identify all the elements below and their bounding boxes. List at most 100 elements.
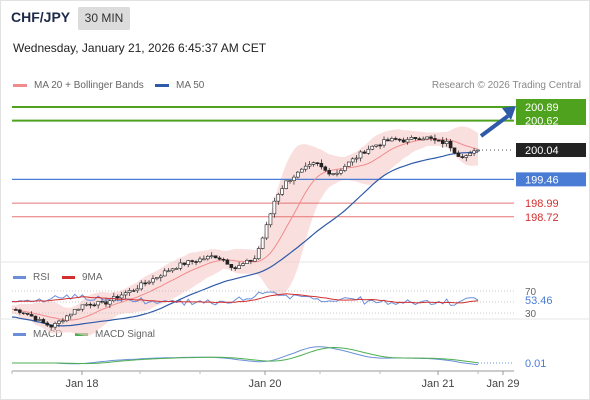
legend-rsi-ma-swatch (62, 276, 75, 279)
candle-body (65, 315, 69, 322)
candle-body (252, 258, 257, 262)
rsi-tick-label: 30 (525, 309, 537, 320)
candle-body (437, 139, 441, 142)
pivot-price-tag (516, 172, 586, 187)
candle-body (33, 315, 38, 321)
target-price-label: 200.62 (525, 116, 559, 128)
candle-body (21, 312, 26, 315)
candle-body (108, 300, 112, 305)
candle-body (343, 166, 347, 171)
candle-body (123, 292, 128, 296)
candle-body (405, 139, 410, 143)
credit-text: Research © 2026 Trading Central (431, 80, 581, 91)
rsi-value-label: 53.46 (525, 295, 553, 307)
candle-body (299, 168, 304, 173)
macd-signal-line (12, 346, 479, 365)
candle-body (296, 171, 300, 178)
candle-body (425, 136, 429, 140)
legend-bollinger-label: MA 20 + Bollinger Bands (34, 80, 144, 91)
legend-ma50-label: MA 50 (176, 80, 205, 91)
candle-body (476, 149, 480, 152)
x-axis-tick-label: Jan 21 (421, 378, 454, 390)
candle-body (417, 138, 422, 140)
candle-body (311, 162, 316, 165)
candle-body (170, 268, 175, 272)
candle-body (468, 152, 472, 156)
candle-body (456, 152, 461, 157)
candle-body (350, 158, 355, 163)
candle-body (190, 260, 194, 262)
candle-body (221, 258, 226, 261)
forecast-arrow-shaft (479, 114, 510, 138)
candle-body (366, 148, 371, 154)
candle-body (397, 138, 402, 141)
candle-body (370, 145, 375, 150)
candle-body (284, 180, 288, 189)
legend-rsi-label: RSI (33, 272, 50, 283)
candle-body (29, 314, 34, 317)
candle-body (61, 320, 65, 323)
candle-body (413, 137, 418, 139)
candle-body (115, 296, 120, 299)
candle-body (378, 144, 382, 147)
candle-body (159, 275, 163, 278)
candle-body (174, 268, 179, 270)
legend-ma50-swatch (155, 84, 169, 87)
legend-bollinger-swatch (13, 84, 27, 87)
candle-body (323, 166, 328, 171)
candle-body (448, 141, 453, 149)
candle-body (84, 303, 89, 306)
candle-body (162, 270, 167, 277)
candle-body (41, 319, 46, 324)
legend-rsi-ma-label: 9MA (82, 272, 103, 283)
support-price-label: 198.72 (525, 212, 559, 224)
candle-body (464, 155, 469, 158)
candle-body (307, 164, 312, 167)
candle-body (276, 194, 281, 202)
rsi-tick-label: 70 (525, 287, 537, 298)
candle-body (213, 255, 218, 259)
x-axis-tick-label: Jan 20 (248, 378, 281, 390)
candle-body (233, 267, 238, 269)
target-price-label: 200.89 (525, 102, 559, 114)
candle-body (272, 200, 277, 215)
candle-body (335, 172, 339, 175)
candle-body (151, 278, 155, 283)
candle-body (202, 258, 206, 261)
candle-body (440, 140, 445, 144)
timeframe-button[interactable]: 30 MIN (78, 7, 130, 30)
candle-body (209, 255, 214, 258)
last_price-price-tag (516, 143, 586, 158)
candle-body (88, 303, 93, 306)
candle-body (260, 237, 265, 249)
legend-rsi-ma: 9MA (62, 272, 103, 283)
candle-body (256, 248, 261, 260)
candle-body (249, 260, 253, 262)
candle-body (315, 162, 320, 165)
candle-body (194, 261, 198, 263)
candle-body (96, 301, 100, 306)
candle-body (339, 170, 343, 174)
candle-body (198, 258, 202, 262)
candle-body (14, 309, 18, 311)
target-price-tag (516, 99, 586, 125)
candle-body (421, 138, 425, 141)
candle-body (92, 304, 97, 307)
candle-body (104, 301, 108, 305)
legend-ma50: MA 50 (155, 80, 204, 91)
candle-body (178, 262, 183, 269)
candle-body (303, 165, 308, 170)
candle-body (135, 288, 140, 292)
candle-body (346, 161, 351, 167)
candle-body (205, 255, 210, 260)
candle-body (237, 265, 241, 269)
candle-body (241, 263, 245, 266)
candle-body (166, 270, 171, 273)
candle-body (327, 170, 331, 175)
ma20-line (11, 138, 479, 321)
candle-body (119, 294, 124, 299)
candle-body (452, 147, 457, 154)
candle-body (358, 151, 363, 159)
candle-body (354, 157, 359, 160)
